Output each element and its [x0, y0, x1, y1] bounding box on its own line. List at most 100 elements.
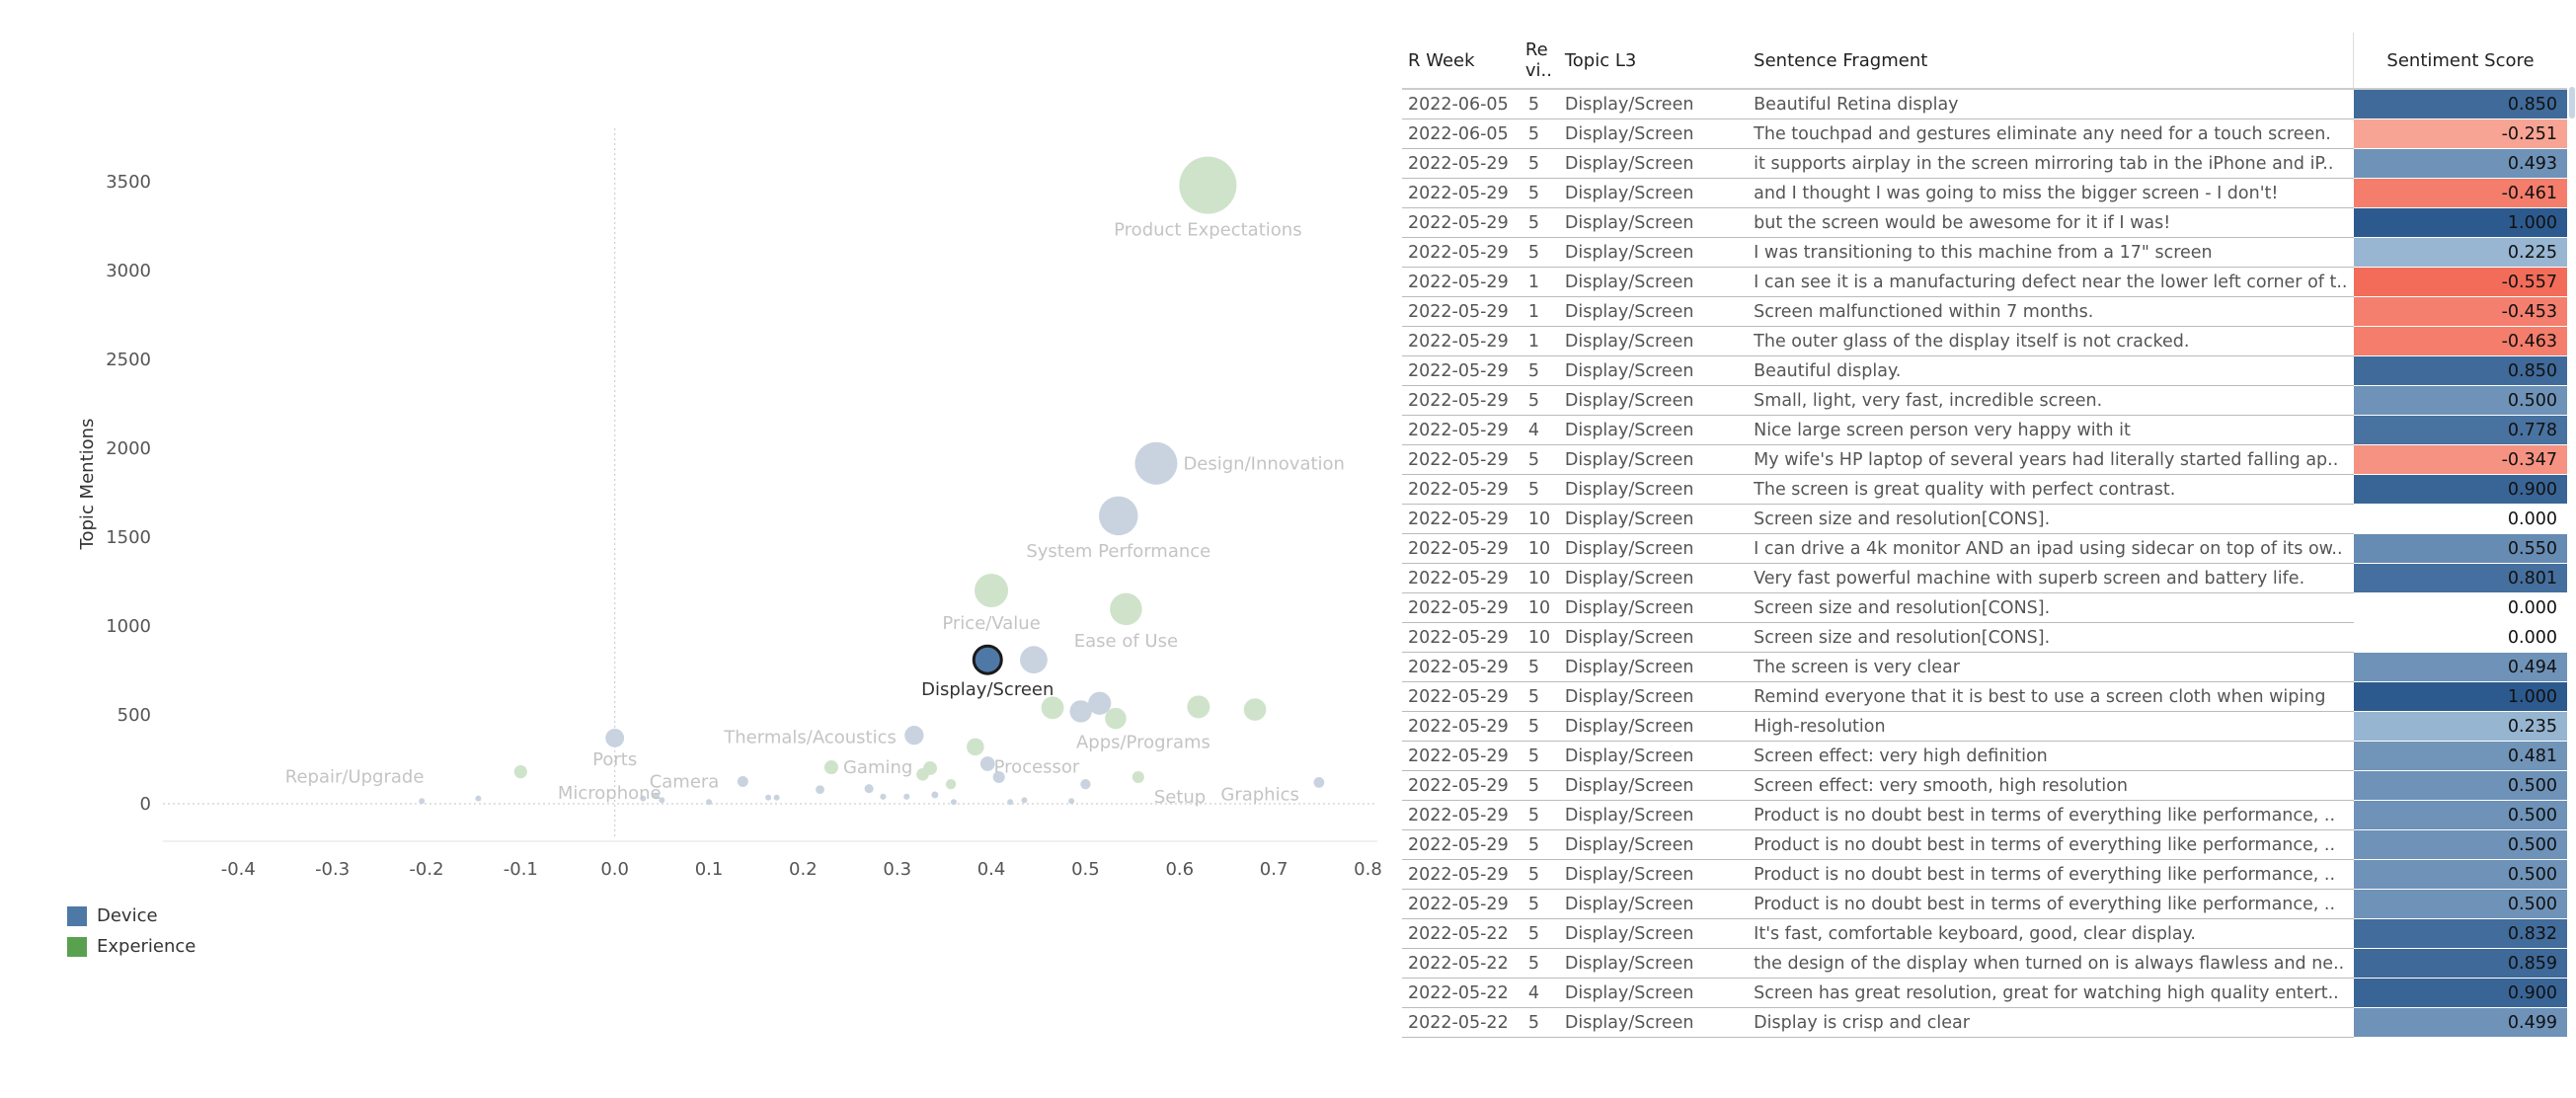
table-row[interactable]: 2022-05-22 5 Display/Screen Display is cris… — [1402, 1007, 2567, 1038]
bubble[interactable] — [1068, 798, 1075, 805]
bubble-setup[interactable] — [1132, 770, 1144, 784]
cell-topic: Display/Screen — [1558, 622, 1749, 653]
bubble[interactable] — [945, 779, 957, 790]
bubble[interactable] — [903, 793, 910, 800]
table-row[interactable]: 2022-05-29 5 Display/Screen Product is no d… — [1402, 800, 2567, 830]
bubble[interactable] — [950, 799, 957, 806]
table-row[interactable]: 2022-05-22 4 Display/Screen Screen has grea… — [1402, 978, 2567, 1008]
bubble[interactable] — [1187, 695, 1210, 719]
table-row[interactable]: 2022-05-29 5 Display/Screen and I thought I… — [1402, 178, 2567, 208]
table-row[interactable]: 2022-05-29 10 Display/Screen I can drive a … — [1402, 533, 2567, 564]
table-row[interactable]: 2022-05-29 5 Display/Screen it supports air… — [1402, 148, 2567, 179]
col-header-sentence[interactable]: Sentence Fragment — [1754, 49, 1928, 71]
bubble-ports[interactable] — [605, 728, 625, 747]
bubble[interactable] — [513, 765, 527, 779]
cell-sentiment: -0.557 — [2353, 267, 2567, 297]
table-row[interactable]: 2022-05-29 5 Display/Screen Beautiful displ… — [1402, 355, 2567, 386]
cell-sentence: Screen has great resolution, great for w… — [1748, 978, 2354, 1008]
bubble-graphics[interactable] — [1313, 777, 1325, 788]
table-row[interactable]: 2022-05-29 5 Display/Screen Remind everyone… — [1402, 681, 2567, 712]
table-row[interactable]: 2022-05-29 5 Display/Screen Screen effect: … — [1402, 770, 2567, 801]
table-row[interactable]: 2022-05-29 5 Display/Screen The screen is g… — [1402, 474, 2567, 505]
cell-sentiment: 0.481 — [2353, 741, 2567, 771]
table-row[interactable]: 2022-05-29 5 Display/Screen High-resolution… — [1402, 711, 2567, 742]
bubble[interactable] — [765, 794, 772, 801]
bubble[interactable] — [1020, 646, 1048, 674]
legend-item-device[interactable]: Device — [67, 901, 195, 931]
table-row[interactable]: 2022-05-29 10 Display/Screen Screen size an… — [1402, 622, 2567, 653]
bubble-design-innovation[interactable] — [1134, 441, 1178, 485]
col-header-sentiment[interactable]: Sentiment Score — [2353, 33, 2567, 89]
bubble[interactable] — [931, 791, 939, 799]
bubble[interactable] — [979, 756, 995, 771]
scatter-chart-panel: Product Expectations Design/Innovation Sys… — [67, 128, 1382, 962]
table-row[interactable]: 2022-06-05 5 Display/Screen Beautiful Retin… — [1402, 89, 2567, 119]
bubble-product-expectations[interactable] — [1179, 156, 1237, 214]
cell-week: 2022-05-29 — [1402, 355, 1522, 386]
bubble[interactable] — [1069, 700, 1092, 723]
table-row[interactable]: 2022-05-29 5 Display/Screen Product is no d… — [1402, 829, 2567, 860]
table-row[interactable]: 2022-05-29 5 Display/Screen I was transitio… — [1402, 237, 2567, 268]
table-row[interactable]: 2022-05-29 1 Display/Screen I can see it is… — [1402, 267, 2567, 297]
cell-topic: Display/Screen — [1558, 533, 1749, 564]
bubble-repair-upgrade[interactable] — [475, 795, 482, 802]
legend-item-experience[interactable]: Experience — [67, 931, 195, 962]
table-row[interactable]: 2022-05-29 10 Display/Screen Screen size an… — [1402, 504, 2567, 534]
bubble-apps-programs[interactable] — [1105, 707, 1127, 730]
bubble[interactable] — [816, 785, 824, 794]
bubble[interactable] — [864, 784, 874, 794]
bubble[interactable] — [916, 767, 929, 781]
bubble-processor[interactable] — [967, 738, 984, 756]
table-row[interactable]: 2022-05-29 10 Display/Screen Very fast powe… — [1402, 563, 2567, 593]
bubble[interactable] — [706, 799, 713, 806]
table-row[interactable]: 2022-05-29 5 Display/Screen The screen is v… — [1402, 652, 2567, 682]
cell-topic: Display/Screen — [1558, 178, 1749, 208]
bubble[interactable] — [1007, 799, 1014, 806]
bubble-thermals-acoustics[interactable] — [904, 726, 924, 745]
bubble[interactable] — [880, 793, 887, 800]
cell-topic: Display/Screen — [1558, 652, 1749, 682]
table-row[interactable]: 2022-06-05 5 Display/Screen The touchpad an… — [1402, 118, 2567, 149]
table-row[interactable]: 2022-05-29 5 Display/Screen Product is no d… — [1402, 859, 2567, 890]
bubble[interactable] — [640, 795, 647, 802]
table-row[interactable]: 2022-05-29 10 Display/Screen Screen size an… — [1402, 592, 2567, 623]
cell-review: 5 — [1522, 444, 1559, 475]
bubble-camera[interactable] — [737, 776, 748, 787]
bubble-gaming[interactable] — [823, 760, 839, 775]
col-header-review[interactable]: Re vi.. — [1524, 39, 1552, 81]
table-scrollbar[interactable] — [2569, 87, 2575, 118]
table-row[interactable]: 2022-05-29 5 Display/Screen Small, light, v… — [1402, 385, 2567, 416]
bubble[interactable] — [773, 794, 780, 801]
cell-sentiment: 0.500 — [2353, 829, 2567, 860]
bubble-display-screen[interactable] — [972, 644, 1003, 675]
bubble[interactable] — [1041, 696, 1064, 720]
table-row[interactable]: 2022-05-29 5 Display/Screen but the screen … — [1402, 207, 2567, 238]
cell-review: 1 — [1522, 296, 1559, 327]
bubble[interactable] — [419, 798, 426, 805]
table-row[interactable]: 2022-05-29 5 Display/Screen My wife's HP la… — [1402, 444, 2567, 475]
bubble-system-performance[interactable] — [1099, 496, 1138, 536]
bubble[interactable] — [992, 770, 1005, 784]
table-row[interactable]: 2022-05-22 5 Display/Screen the design of t… — [1402, 948, 2567, 979]
sentence-table: R Week Re vi.. Topic L3 Sentence Fragmen… — [1402, 33, 2567, 1038]
table-row[interactable]: 2022-05-22 5 Display/Screen It's fast, comf… — [1402, 918, 2567, 949]
col-header-week[interactable]: R Week — [1408, 49, 1475, 71]
cell-week: 2022-05-29 — [1402, 563, 1522, 593]
bubble[interactable] — [659, 797, 665, 804]
cell-review: 5 — [1522, 355, 1559, 386]
table-row[interactable]: 2022-05-29 5 Display/Screen Screen effect: … — [1402, 741, 2567, 771]
table-row[interactable]: 2022-05-29 5 Display/Screen Product is no d… — [1402, 889, 2567, 919]
bubble[interactable] — [1243, 698, 1267, 721]
col-header-topic[interactable]: Topic L3 — [1564, 49, 1637, 71]
bubble-price-value[interactable] — [975, 573, 1009, 608]
table-row[interactable]: 2022-05-29 4 Display/Screen Nice large scre… — [1402, 415, 2567, 445]
bubble[interactable] — [1088, 691, 1112, 715]
table-row[interactable]: 2022-05-29 1 Display/Screen The outer glass… — [1402, 326, 2567, 356]
y-tick-label: 2500 — [106, 350, 151, 370]
bubble[interactable] — [1021, 797, 1028, 804]
table-row[interactable]: 2022-05-29 1 Display/Screen Screen malfunct… — [1402, 296, 2567, 327]
bubble[interactable] — [1080, 779, 1091, 790]
bubble-microphone[interactable] — [653, 792, 660, 800]
y-tick-label: 2000 — [106, 438, 151, 459]
bubble-ease-of-use[interactable] — [1110, 592, 1142, 626]
